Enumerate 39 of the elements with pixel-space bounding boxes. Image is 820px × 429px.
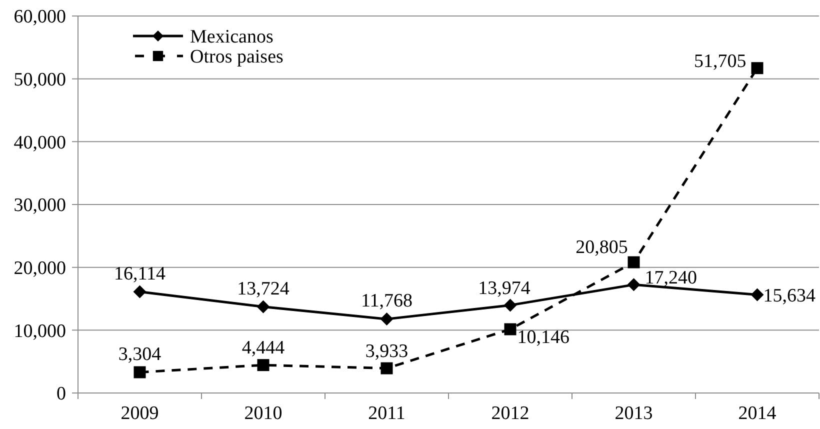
- y-tick-label: 0: [56, 384, 66, 405]
- point: [750, 288, 764, 302]
- data-label: 51,705: [694, 50, 746, 72]
- point: [256, 300, 270, 314]
- x-tick-label: 2010: [244, 403, 282, 424]
- y-tick-label: 60,000: [14, 6, 66, 28]
- point: [627, 278, 640, 292]
- point: [133, 285, 146, 298]
- legend-label: Mexicanos: [190, 26, 274, 48]
- point: [504, 323, 516, 336]
- data-label: 11,768: [360, 290, 413, 312]
- data-label: 15,634: [763, 285, 816, 306]
- y-tick-label: 40,000: [14, 132, 66, 154]
- y-tick-label: 10,000: [14, 320, 66, 342]
- point: [134, 366, 146, 378]
- y-tick-label: 30,000: [14, 195, 66, 216]
- point: [751, 62, 764, 74]
- point: [380, 312, 394, 326]
- data-label: 10,146: [517, 326, 570, 348]
- data-label: 13,724: [237, 278, 290, 300]
- legend-label: Otros paises: [190, 46, 284, 68]
- x-tick-label: 2012: [491, 403, 530, 424]
- data-label: 16,114: [114, 263, 166, 284]
- point: [504, 298, 517, 312]
- data-label: 3,304: [118, 344, 162, 365]
- data-label: 4,444: [242, 338, 286, 359]
- data-label: 17,240: [644, 267, 697, 288]
- data-label: 13,974: [478, 278, 531, 299]
- point: [380, 362, 393, 374]
- y-tick-label: 50,000: [14, 69, 66, 90]
- x-tick-label: 2011: [368, 403, 406, 424]
- point: [257, 359, 270, 372]
- x-tick-label: 2013: [614, 403, 653, 424]
- data-label: 3,933: [365, 340, 408, 362]
- x-tick-label: 2014: [738, 403, 777, 424]
- point: [628, 256, 640, 268]
- data-label: 20,805: [576, 236, 628, 258]
- y-tick-label: 20,000: [14, 258, 66, 279]
- x-tick-label: 2009: [120, 403, 159, 424]
